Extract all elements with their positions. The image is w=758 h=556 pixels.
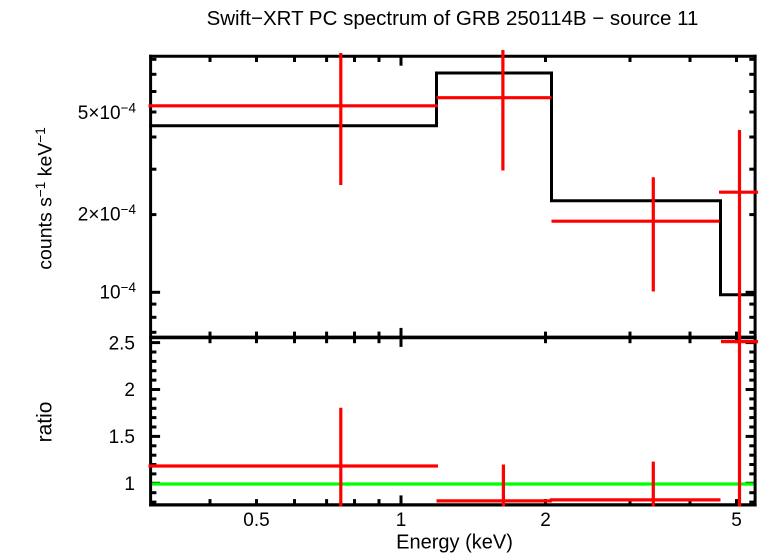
svg-text:Swift−XRT PC spectrum of GRB 2: Swift−XRT PC spectrum of GRB 250114B − s… (207, 7, 699, 30)
svg-text:5: 5 (731, 510, 742, 531)
svg-text:1.5: 1.5 (109, 427, 135, 448)
svg-text:counts s−1 keV−1: counts s−1 keV−1 (33, 127, 57, 269)
svg-text:2: 2 (540, 510, 551, 531)
svg-text:Energy (keV): Energy (keV) (396, 532, 513, 554)
svg-text:2: 2 (124, 380, 135, 401)
svg-text:2.5: 2.5 (109, 333, 135, 354)
svg-text:0.5: 0.5 (243, 510, 269, 531)
svg-text:1: 1 (396, 510, 407, 531)
svg-text:ratio: ratio (34, 402, 57, 443)
svg-text:1: 1 (124, 474, 135, 495)
